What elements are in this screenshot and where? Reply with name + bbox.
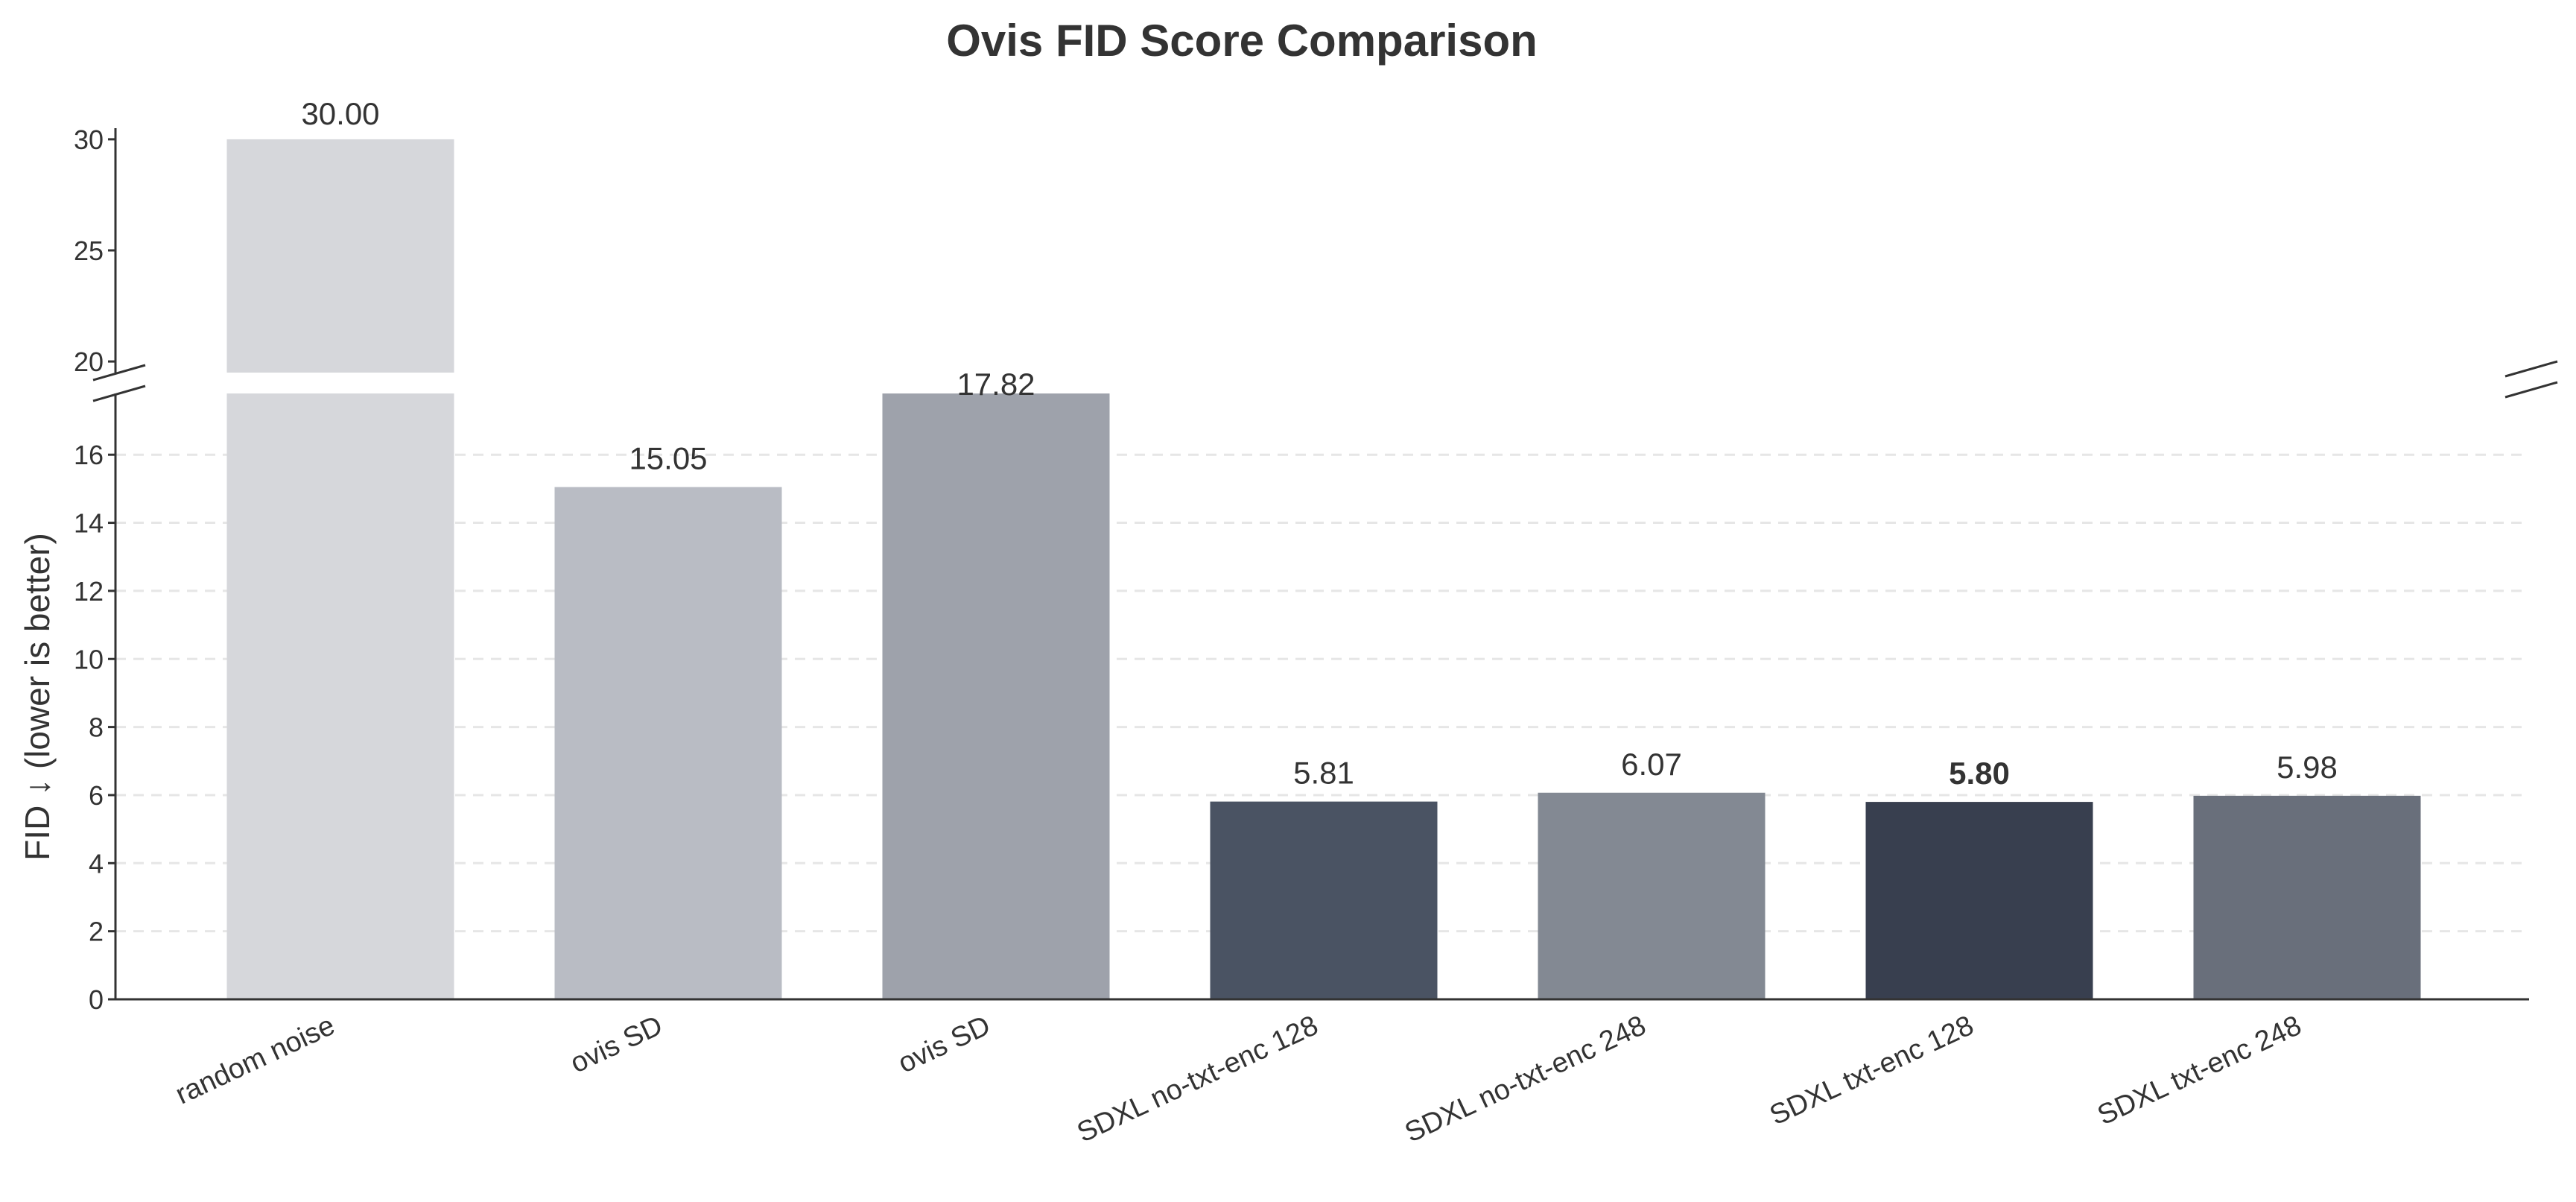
- y-axis-label: FID ↓ (lower is better): [18, 533, 57, 861]
- bars: [226, 139, 2421, 999]
- y-tick-label: 25: [74, 235, 104, 266]
- axis-break-mark-left: [92, 385, 146, 402]
- category-label: SDXL no-txt-enc 248: [1400, 1010, 1651, 1149]
- bar: [1538, 792, 1766, 999]
- bar: [554, 487, 782, 999]
- bar-value-label: 6.07: [1621, 747, 1682, 782]
- axis-break-mark-left: [92, 364, 146, 382]
- y-tick-label: 4: [89, 848, 104, 879]
- category-labels: random noise ovis SD ovis SD SDXL no-txt-en…: [171, 1010, 2306, 1149]
- y-tick-label: 8: [89, 712, 104, 743]
- category-label: ovis SD: [893, 1010, 994, 1079]
- category-label: SDXL no-txt-enc 128: [1073, 1010, 1323, 1149]
- category-label: ovis SD: [565, 1010, 667, 1079]
- y-tick-label: 14: [74, 508, 104, 539]
- category-label: SDXL txt-enc 248: [2093, 1010, 2306, 1131]
- axis-break-mark-right: [2504, 360, 2558, 378]
- y-tick-label: 6: [89, 780, 104, 811]
- bar-value-label: 5.98: [2277, 750, 2338, 785]
- y-tick-label: 20: [74, 347, 104, 377]
- y-tick-label: 2: [89, 917, 104, 947]
- category-label: SDXL txt-enc 128: [1765, 1010, 1978, 1131]
- axis-break-mark-right: [2504, 381, 2558, 399]
- y-tick-label: 16: [74, 440, 104, 470]
- bar: [1865, 802, 2093, 999]
- bar-value-label: 5.81: [1293, 756, 1354, 791]
- bar: [1210, 801, 1438, 999]
- value-labels: 30.00 15.05 17.82 5.81 6.07 5.80 5.98: [301, 96, 2337, 791]
- bar: [2193, 795, 2421, 999]
- y-tick-label: 30: [74, 124, 104, 155]
- bar-value-label: 30.00: [301, 96, 379, 131]
- bar-value-label: 17.82: [957, 367, 1035, 402]
- bar-upper-segment: [226, 139, 454, 373]
- y-ticks: 0 2 4 6 8 10 12 14 16 20 25 30: [74, 124, 115, 1015]
- bar-value-label: 5.80: [1949, 756, 2010, 791]
- lower-grid: [115, 453, 2529, 933]
- bar-lower-segment: [226, 393, 454, 999]
- y-tick-label: 12: [74, 576, 104, 607]
- bar-lower-segment: [882, 393, 1110, 999]
- chart-title: Ovis FID Score Comparison: [946, 16, 1538, 66]
- category-label: random noise: [171, 1010, 339, 1110]
- y-tick-label: 0: [89, 984, 104, 1015]
- y-tick-label: 10: [74, 644, 104, 674]
- bar-value-label: 15.05: [629, 441, 707, 476]
